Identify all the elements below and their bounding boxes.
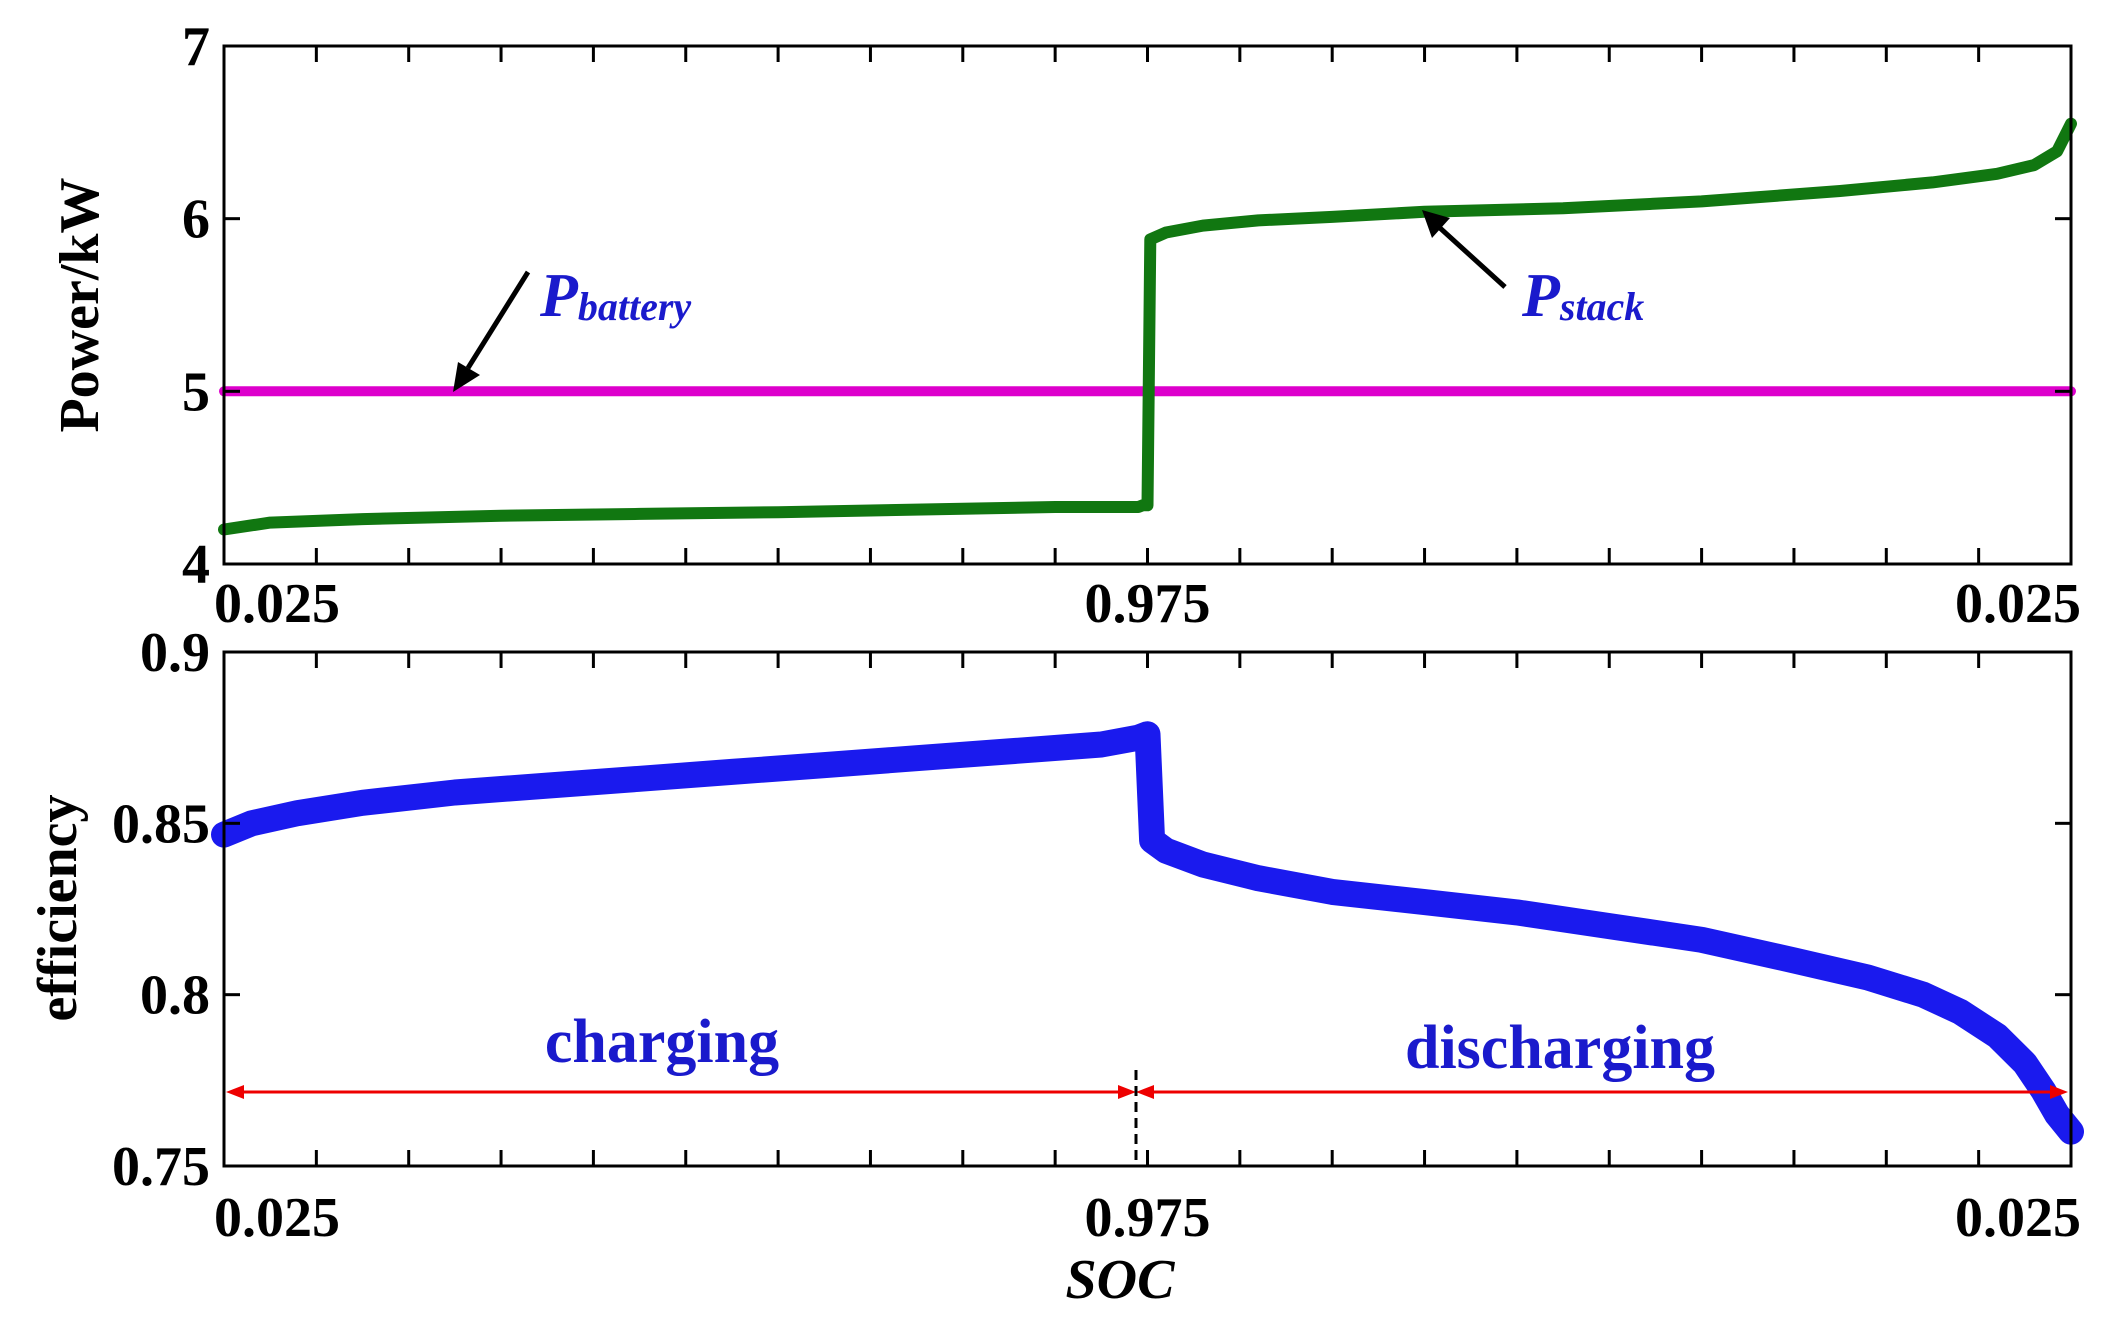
- pbattery-label-main: P: [539, 262, 579, 330]
- efficiency-panel: 0.75 0.8 0.85 0.9 0.025 0.975 0.025 efficienc…: [27, 622, 2084, 1311]
- charging-label: charging: [545, 1008, 779, 1076]
- ytick-label: 0.75: [112, 1136, 210, 1198]
- power-ytick-labels: 4 5 6 7: [182, 16, 210, 596]
- ytick-label: 0.9: [140, 622, 210, 684]
- pbattery-arrowhead: [453, 362, 480, 392]
- pstack-label: Pstack: [1521, 262, 1644, 330]
- pstack-arrowhead: [1422, 210, 1450, 238]
- series-efficiency: [211, 721, 2084, 1145]
- ytick-label: 0.85: [112, 793, 210, 855]
- efficiency-ylabel: efficiency: [27, 795, 89, 1022]
- power-panel: 4 5 6 7 0.025 0.975 0.025 Power/kW Pbattery P…: [49, 16, 2081, 635]
- ytick-label: 4: [182, 534, 210, 596]
- xtick-label: 0.975: [1085, 573, 1211, 635]
- series-pstack: [218, 117, 2077, 536]
- xtick-label: 0.025: [214, 573, 340, 635]
- ytick-label: 0.8: [140, 965, 210, 1027]
- soc-xlabel: SOC: [1066, 1249, 1176, 1311]
- power-ticks-group: [224, 44, 2071, 566]
- ytick-label: 6: [182, 189, 210, 251]
- pstack-label-sub: stack: [1559, 284, 1644, 329]
- pbattery-label-sub: battery: [578, 284, 692, 329]
- xtick-label: 0.975: [1085, 1187, 1211, 1249]
- power-series-group: [218, 117, 2077, 536]
- ytick-label: 7: [182, 16, 210, 78]
- xtick-label: 0.025: [214, 1187, 340, 1249]
- discharging-arrowhead-right: [2050, 1085, 2068, 1099]
- efficiency-ytick-labels: 0.75 0.8 0.85 0.9: [112, 622, 210, 1198]
- efficiency-ticks-group: [224, 650, 2071, 1168]
- charging-arrowhead-left: [226, 1085, 244, 1099]
- efficiency-series-group: [211, 721, 2084, 1145]
- charging-arrowhead-right: [1118, 1085, 1136, 1099]
- pstack-arrow-shaft: [1438, 226, 1507, 289]
- pbattery-label: Pbattery: [539, 262, 691, 330]
- range-markers: [226, 1070, 2068, 1166]
- pstack-annotation: Pstack: [1422, 210, 1644, 330]
- pbattery-annotation: Pbattery: [453, 262, 691, 392]
- power-xtick-labels: 0.025 0.975 0.025: [214, 573, 2081, 635]
- xtick-label: 0.025: [1955, 1187, 2081, 1249]
- power-ylabel: Power/kW: [49, 177, 111, 432]
- efficiency-xtick-labels: 0.025 0.975 0.025: [214, 1187, 2081, 1249]
- discharging-label: discharging: [1405, 1014, 1715, 1082]
- pbattery-arrow-shaft: [465, 270, 531, 370]
- xtick-label: 0.025: [1955, 573, 2081, 635]
- ytick-label: 5: [182, 361, 210, 423]
- discharging-arrowhead-left: [1136, 1085, 1154, 1099]
- pstack-label-main: P: [1521, 262, 1561, 330]
